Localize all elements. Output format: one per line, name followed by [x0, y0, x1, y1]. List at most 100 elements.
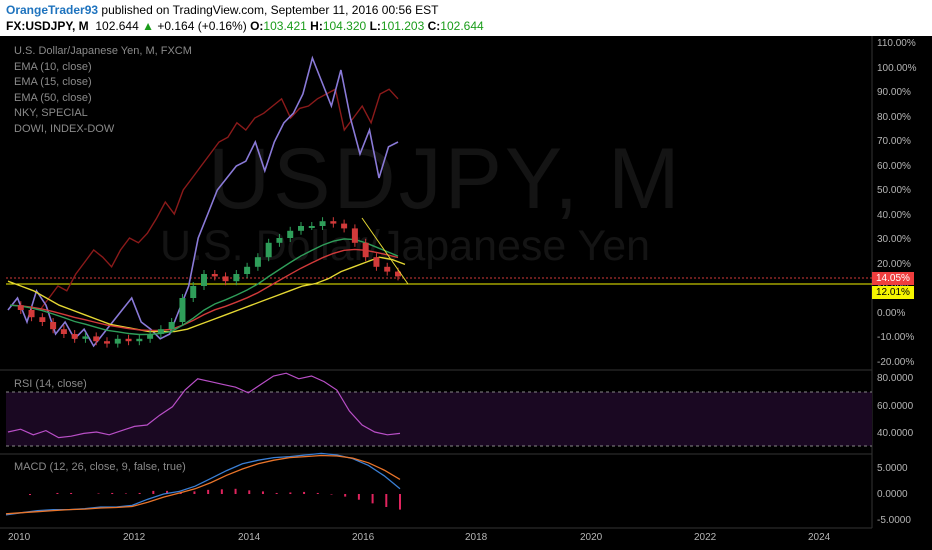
price-tick: 100.00%	[877, 62, 917, 74]
candle-body	[287, 230, 294, 238]
candle-body	[114, 338, 121, 344]
dowi-line	[39, 88, 399, 311]
time-tick-2010: 2010	[8, 532, 31, 543]
candle-body	[50, 322, 57, 330]
rsi-tick-60: 60.0000	[877, 401, 914, 412]
candle-body	[28, 310, 35, 318]
macd-tick-0: 0.0000	[877, 489, 908, 500]
candle-body	[265, 242, 272, 258]
candle-body	[341, 223, 348, 229]
watermark-symbol: USDJPY, M	[208, 131, 683, 227]
candle-body	[244, 266, 251, 274]
candle-body	[93, 336, 100, 342]
ema10-line	[9, 238, 399, 336]
candle-body	[276, 238, 283, 243]
price-change: +0.164 (+0.16%)	[157, 19, 247, 33]
candle-body	[298, 226, 304, 231]
candle-body	[384, 266, 391, 272]
low-label: L:	[369, 19, 381, 33]
last-price-badge: 14.05%	[872, 272, 914, 285]
level-badge: 12.01%	[872, 286, 914, 299]
ema50-line	[7, 256, 406, 333]
time-tick-2016: 2016	[352, 532, 375, 543]
price-tick: 20.00%	[877, 258, 911, 270]
price-tick: 70.00%	[877, 136, 911, 147]
price-tick: 0.00%	[877, 307, 906, 319]
candle-body	[373, 257, 380, 267]
rsi-line	[7, 372, 401, 439]
ema15-line	[9, 248, 399, 332]
chart-canvas[interactable]	[0, 36, 932, 550]
candle-body	[168, 322, 175, 330]
publish-info: published on TradingView.com, September …	[101, 3, 439, 17]
legend-series-main[interactable]: U.S. Dollar/Japanese Yen, M, FXCM	[14, 45, 192, 57]
indicator-legend: U.S. Dollar/Japanese Yen, M, FXCM EMA (1…	[14, 44, 192, 137]
open-value: 103.421	[263, 19, 307, 33]
candle-body	[136, 338, 143, 342]
signal-line	[5, 454, 401, 515]
macd-title[interactable]: MACD (12, 26, close, 9, false, true)	[14, 461, 186, 473]
legend-dowi[interactable]: DOWI, INDEX-DOW	[14, 122, 115, 135]
candle-body	[233, 274, 240, 282]
symbol-label: FX:USDJPY, M	[6, 19, 89, 33]
candle-body	[319, 221, 326, 226]
time-tick-2012: 2012	[123, 532, 146, 543]
time-tick-2022: 2022	[694, 532, 717, 543]
candle-body	[147, 334, 154, 339]
rsi-title[interactable]: RSI (14, close)	[14, 378, 87, 390]
high-label: H:	[310, 19, 323, 33]
price-tick: 110.00%	[877, 38, 916, 49]
candle-body	[82, 336, 89, 339]
candle-body	[330, 221, 337, 224]
candle-body	[60, 329, 67, 334]
candle-body	[351, 228, 358, 243]
candle-body	[201, 274, 207, 286]
time-tick-2014: 2014	[238, 532, 261, 543]
time-tick-2020: 2020	[580, 532, 603, 543]
price-tick: 80.00%	[877, 111, 911, 123]
candle-body	[254, 257, 261, 267]
candle-body	[211, 274, 218, 277]
candle-body	[362, 242, 369, 258]
candle-body	[125, 338, 132, 342]
high-value: 104.320	[322, 19, 367, 33]
time-tick-2018: 2018	[465, 532, 488, 543]
price-tick: 30.00%	[877, 234, 911, 245]
candle-body	[71, 334, 78, 339]
legend-nky[interactable]: NKY, SPECIAL	[14, 107, 88, 119]
close-label: C:	[427, 19, 441, 33]
price-tick: 50.00%	[877, 185, 911, 196]
watermark-name: U.S. Dollar/Japanese Yen	[160, 222, 651, 270]
price-tick: 90.00%	[877, 87, 911, 98]
rsi-band	[6, 392, 872, 446]
candle-body	[104, 341, 110, 344]
candle-body	[190, 286, 197, 298]
candle-body	[222, 276, 229, 282]
open-label: O:	[250, 19, 264, 33]
candle-body	[395, 271, 401, 277]
price-tick: 40.00%	[877, 209, 911, 221]
candle-body	[17, 305, 24, 310]
price-tick: 60.00%	[877, 160, 911, 172]
trendline	[361, 217, 409, 285]
author-link[interactable]: OrangeTrader93	[6, 3, 99, 17]
legend-ema10[interactable]: EMA (10, close)	[14, 60, 92, 73]
legend-ema50[interactable]: EMA (50, close)	[14, 91, 92, 104]
close-value: 102.644	[440, 19, 484, 33]
candle-body	[179, 298, 186, 322]
last-price: 102.644	[95, 19, 139, 33]
price-tick: -20.00%	[877, 356, 915, 368]
quote-line: FX:USDJPY, M 102.644 ▲ +0.164 (+0.16%) O…	[6, 19, 484, 33]
publish-line: OrangeTrader93 published on TradingView.…	[6, 3, 439, 17]
publish-header: OrangeTrader93 published on TradingView.…	[0, 0, 932, 36]
legend-ema15[interactable]: EMA (15, close)	[14, 76, 92, 88]
candle-body	[308, 226, 315, 228]
macd-tick-5: 5.0000	[877, 463, 908, 474]
macd-tick-neg5: -5.0000	[877, 515, 911, 526]
candle-body	[157, 329, 164, 334]
rsi-tick-40: 40.0000	[877, 428, 914, 439]
time-tick-2024: 2024	[808, 532, 831, 543]
low-value: 101.203	[380, 19, 425, 33]
candle-body	[39, 317, 46, 322]
change-arrow-icon: ▲	[142, 19, 154, 33]
